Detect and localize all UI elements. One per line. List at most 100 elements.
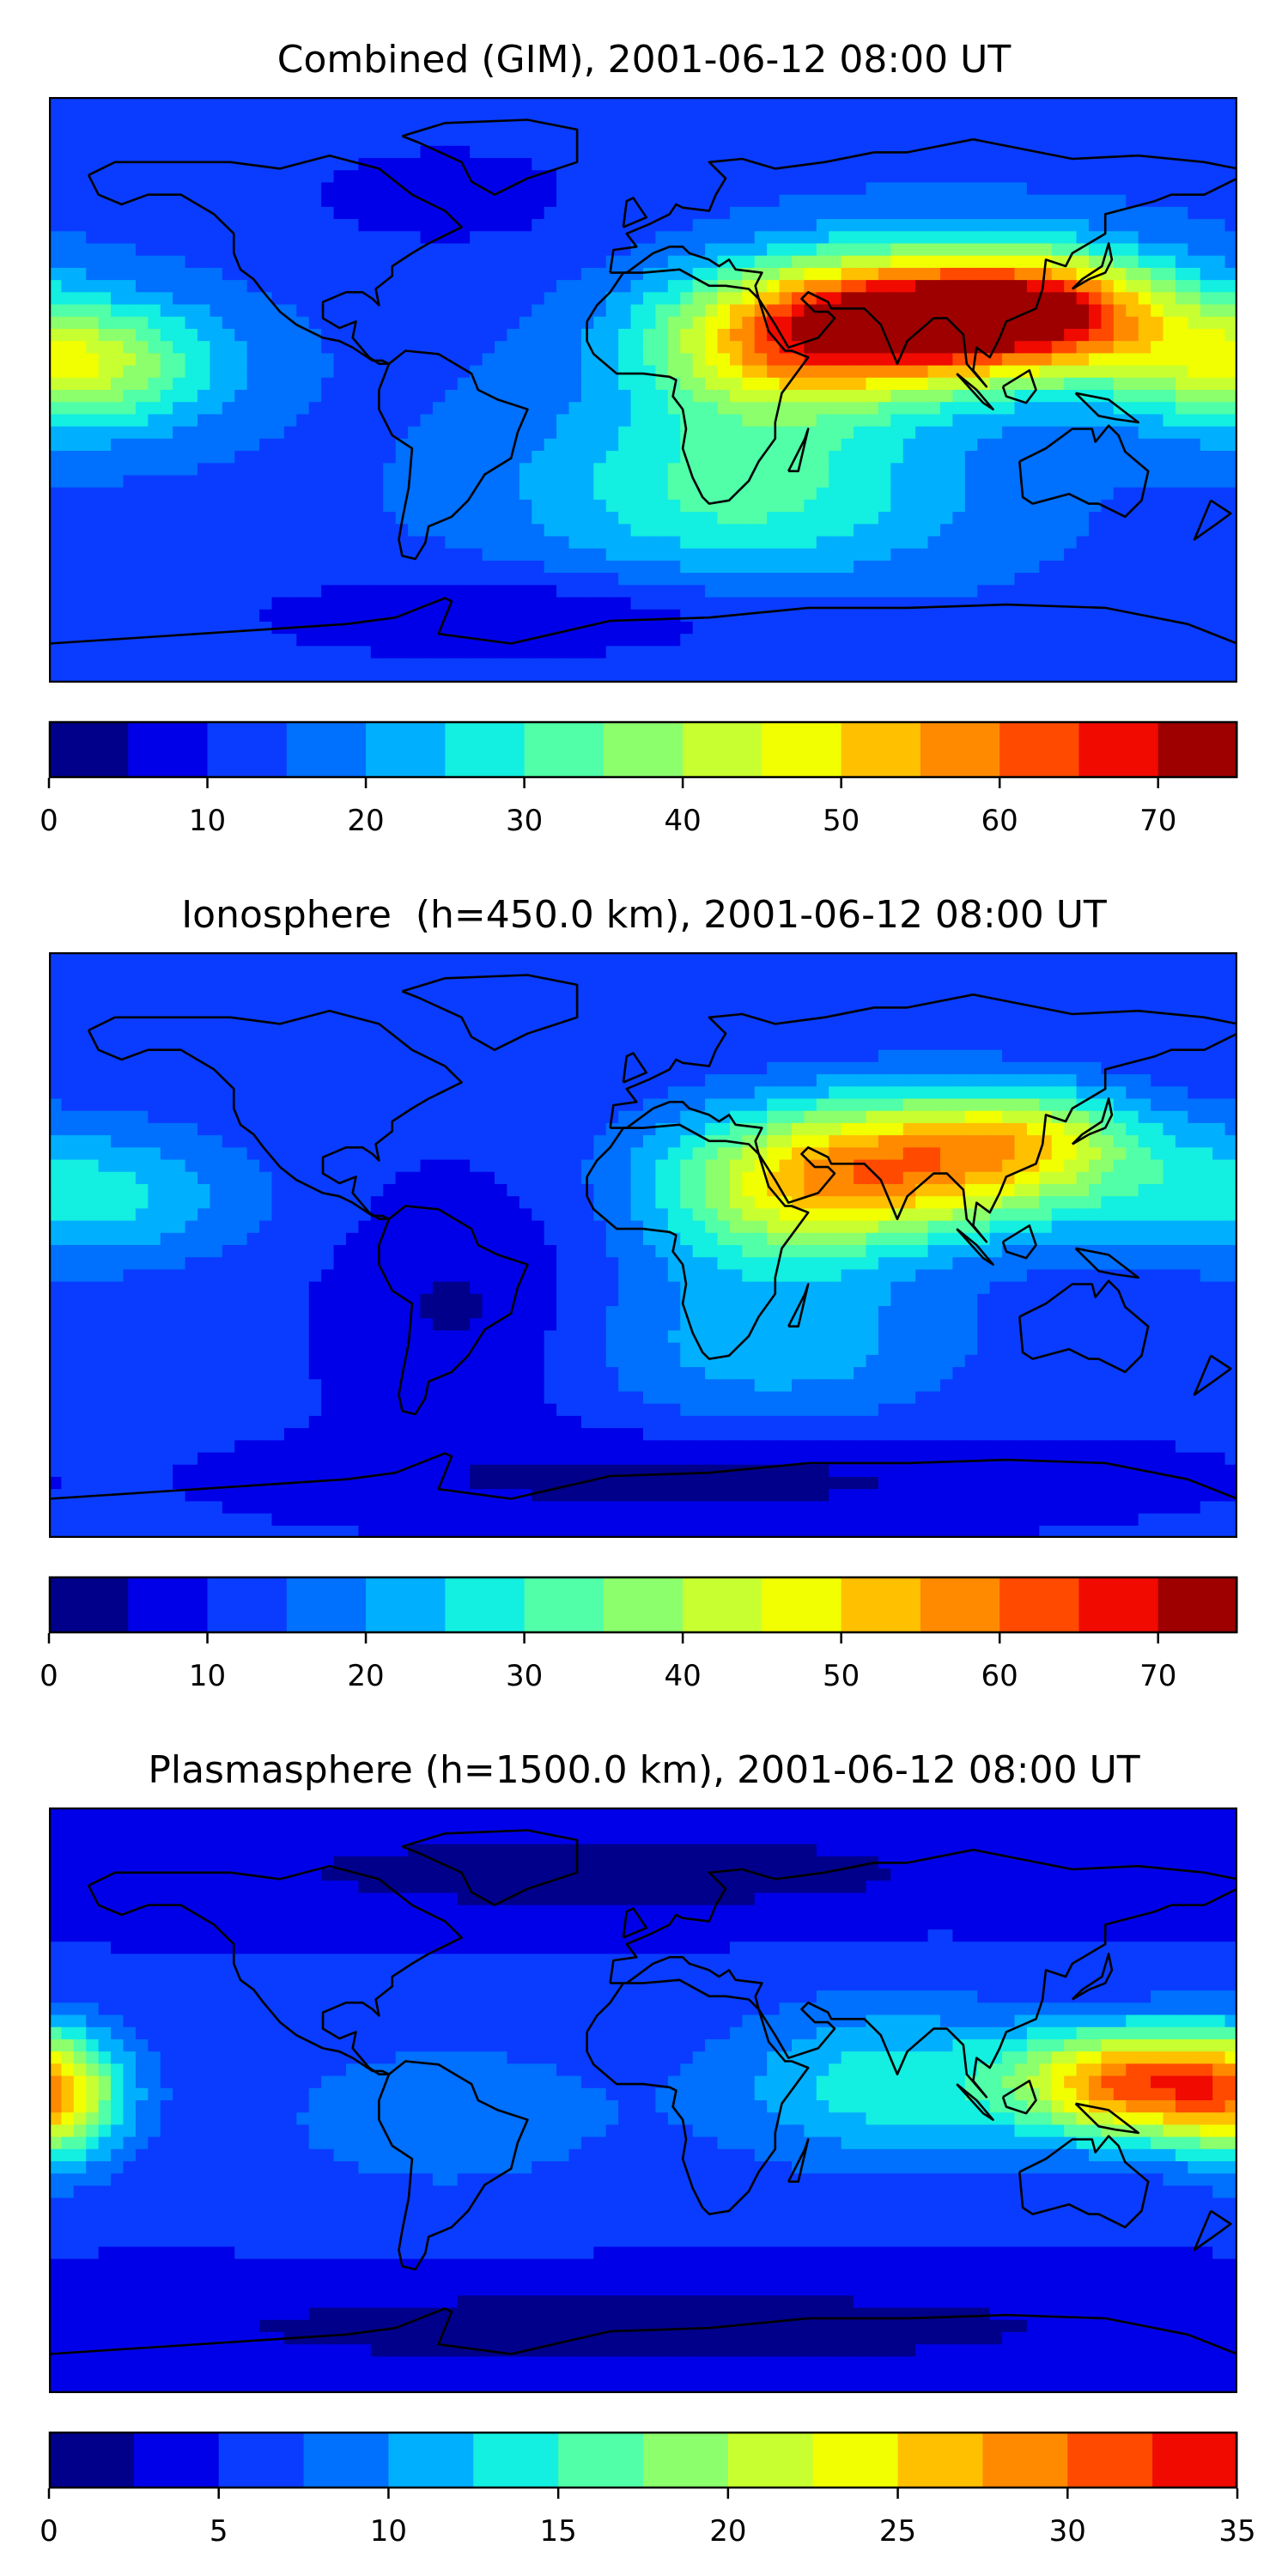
field-cell	[1089, 194, 1103, 208]
field-cell	[605, 499, 619, 513]
field-cell	[1126, 316, 1139, 330]
field-cell	[383, 658, 397, 671]
field-cell	[148, 609, 161, 623]
field-cell	[989, 499, 1003, 513]
field-cell	[246, 597, 260, 611]
field-cell	[580, 499, 594, 513]
field-cell	[395, 206, 409, 220]
field-cell	[1089, 133, 1103, 147]
field-cell	[568, 670, 582, 683]
field-cell	[222, 499, 235, 513]
field-cell	[655, 341, 669, 354]
field-cell	[148, 365, 161, 379]
field-cell	[383, 231, 397, 245]
field-cell	[210, 280, 223, 293]
field-cell	[767, 952, 781, 965]
field-cell	[283, 390, 297, 403]
field-cell	[890, 231, 904, 245]
field-cell	[1224, 402, 1237, 416]
field-cell	[432, 560, 446, 574]
field-cell	[630, 670, 644, 683]
field-cell	[890, 463, 904, 477]
field-cell	[185, 634, 198, 647]
field-cell	[977, 328, 991, 342]
field-cell	[630, 585, 644, 598]
field-cell	[532, 536, 545, 550]
field-cell	[580, 206, 594, 220]
field-cell	[952, 634, 966, 647]
field-cell	[135, 658, 149, 671]
field-cell	[135, 463, 149, 477]
field-cell	[1101, 536, 1115, 550]
field-cell	[568, 402, 582, 416]
field-cell	[408, 170, 422, 184]
field-cell	[952, 609, 966, 623]
field-cell	[86, 377, 100, 391]
field-cell	[173, 243, 186, 257]
field-cell	[296, 451, 310, 464]
field-cell	[568, 292, 582, 306]
field-cell	[717, 267, 731, 281]
field-cell	[630, 536, 644, 550]
field-cell	[878, 426, 891, 440]
field-cell	[655, 292, 669, 306]
field-cell	[173, 145, 186, 159]
field-cell	[890, 573, 904, 586]
coastline	[49, 597, 1237, 645]
field-cell	[643, 292, 657, 306]
field-cell	[457, 121, 471, 135]
field-cell	[432, 243, 446, 257]
field-cell	[1089, 548, 1103, 562]
field-cell	[618, 255, 632, 269]
field-cell	[160, 548, 173, 562]
field-cell	[1113, 524, 1127, 538]
field-cell	[321, 97, 335, 110]
field-cell	[742, 560, 756, 574]
field-cell	[370, 438, 384, 452]
field-cell	[1076, 365, 1090, 379]
field-cell	[222, 182, 235, 196]
field-cell	[333, 365, 347, 379]
field-cell	[283, 109, 297, 123]
field-cell	[977, 976, 991, 990]
field-cell	[767, 438, 781, 452]
field-cell	[432, 219, 446, 232]
field-cell	[383, 194, 397, 208]
field-cell	[890, 585, 904, 598]
field-cell	[395, 328, 409, 342]
field-cell	[432, 377, 446, 391]
field-cell	[655, 597, 669, 611]
field-cell	[767, 524, 781, 538]
field-cell	[593, 133, 607, 147]
field-cell	[692, 463, 706, 477]
field-cell	[1138, 304, 1151, 318]
field-cell	[692, 609, 706, 623]
field-cell	[568, 658, 582, 671]
field-cell	[271, 670, 285, 683]
field-cell	[729, 206, 743, 220]
field-cell	[829, 976, 842, 990]
field-cell	[866, 158, 879, 171]
field-cell	[692, 328, 706, 342]
field-cell	[259, 292, 273, 306]
field-cell	[160, 536, 173, 550]
field-cell	[556, 634, 570, 647]
field-cell	[655, 353, 669, 367]
field-cell	[927, 231, 941, 245]
field-cell	[482, 304, 495, 318]
field-cell	[841, 414, 854, 428]
field-cell	[222, 231, 235, 245]
field-cell	[61, 426, 75, 440]
field-cell	[1101, 377, 1115, 391]
field-cell	[1212, 365, 1226, 379]
field-cell	[729, 451, 743, 464]
field-cell	[197, 194, 211, 208]
field-cell	[1051, 499, 1065, 513]
field-cell	[457, 438, 471, 452]
field-cell	[296, 487, 310, 501]
field-cell	[854, 524, 867, 538]
field-cell	[383, 328, 397, 342]
field-cell	[86, 158, 100, 171]
field-cell	[370, 182, 384, 196]
field-cell	[148, 97, 161, 110]
